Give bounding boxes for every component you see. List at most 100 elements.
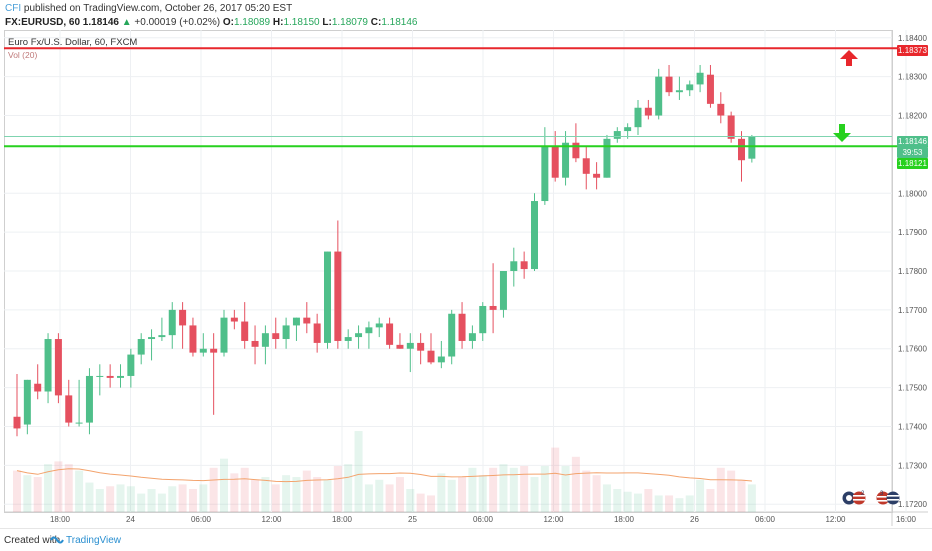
volume-bar bbox=[654, 495, 663, 512]
volume-bar bbox=[416, 493, 425, 512]
volume-indicator-label[interactable]: Vol (20) bbox=[8, 50, 38, 60]
chart-area[interactable]: 1.18400 1.18300 1.18200 1.18000 1.17900 1.178… bbox=[4, 30, 928, 526]
volume-bar bbox=[95, 489, 104, 512]
resistance-price-badge: 1.18373 bbox=[897, 45, 928, 56]
candlestick-chart[interactable]: 1.18400 1.18300 1.18200 1.18000 1.17900 1.178… bbox=[4, 30, 928, 526]
candle-body bbox=[251, 340, 259, 347]
candle-body bbox=[634, 107, 642, 128]
last-price: 1.18146 bbox=[82, 17, 119, 28]
us-flag-icon[interactable]: 3 bbox=[876, 490, 902, 506]
candle-body bbox=[727, 115, 735, 139]
candle-body bbox=[479, 305, 487, 334]
volume-bar bbox=[364, 484, 373, 512]
candle-body bbox=[282, 325, 290, 340]
y-tick-label: 1.17200 bbox=[898, 500, 927, 509]
candle-body bbox=[738, 138, 745, 161]
candle-body bbox=[65, 395, 73, 423]
volume-bar bbox=[520, 466, 529, 512]
volume-bar bbox=[613, 489, 622, 512]
candle-body bbox=[127, 354, 135, 376]
footer: Created with TradingView bbox=[0, 528, 932, 551]
volume-bar bbox=[313, 477, 322, 512]
candle-body bbox=[396, 344, 404, 349]
candle-body bbox=[437, 356, 445, 363]
candle-body bbox=[13, 416, 21, 429]
candle-body bbox=[489, 305, 497, 310]
candle-body bbox=[210, 348, 218, 353]
candle-body bbox=[241, 321, 249, 341]
volume-bar bbox=[44, 464, 53, 512]
tradingview-logo-icon[interactable] bbox=[50, 534, 64, 546]
candle-body bbox=[220, 317, 228, 353]
volume-bar bbox=[302, 470, 311, 512]
y-tick-label: 1.17900 bbox=[898, 228, 927, 237]
volume-bar bbox=[447, 479, 456, 512]
quote-line: FX:EURUSD, 60 1.18146 ▲ +0.00019 (+0.02%… bbox=[5, 17, 417, 28]
high-label: H: bbox=[272, 17, 284, 28]
volume-bar bbox=[499, 464, 508, 512]
candle-body bbox=[624, 127, 632, 132]
volume-bar bbox=[427, 495, 435, 512]
close-label: C: bbox=[370, 17, 382, 28]
open-label: O: bbox=[222, 17, 234, 28]
open-value: 1.18089 bbox=[233, 17, 271, 28]
volume-bar bbox=[188, 489, 197, 512]
change-up-icon: ▲ bbox=[121, 17, 132, 28]
volume-bar bbox=[489, 467, 498, 512]
candle-body bbox=[520, 261, 528, 270]
candle-body bbox=[655, 76, 663, 116]
volume-bar bbox=[478, 475, 487, 512]
volume-bar bbox=[395, 477, 404, 512]
x-tick-label: 25 bbox=[408, 515, 417, 524]
volume-bar bbox=[116, 484, 125, 512]
candle-body bbox=[168, 309, 176, 336]
volume-bar bbox=[137, 493, 146, 512]
symbol-interval: FX:EURUSD, 60 bbox=[5, 17, 81, 28]
candle-body bbox=[303, 317, 311, 324]
candle-body bbox=[365, 327, 373, 334]
candle-body bbox=[334, 251, 342, 341]
volume-bar bbox=[634, 493, 642, 512]
x-tick-label: 12:00 bbox=[825, 515, 846, 524]
candle-body bbox=[23, 379, 31, 425]
volume-bar bbox=[168, 486, 177, 512]
svg-text:2: 2 bbox=[861, 491, 865, 497]
candle-body bbox=[117, 375, 124, 378]
candle-body bbox=[572, 142, 580, 159]
candle-body bbox=[406, 342, 414, 349]
candle-body bbox=[717, 103, 725, 116]
candle-body bbox=[510, 261, 518, 271]
volume-bar bbox=[220, 458, 228, 512]
x-tick-label: 06:00 bbox=[755, 515, 776, 524]
candle-body bbox=[582, 158, 590, 174]
volume-bar bbox=[685, 495, 694, 512]
chart-header: CFI published on TradingView.com, Octobe… bbox=[0, 0, 932, 30]
x-tick-label: 16:00 bbox=[896, 515, 917, 524]
us-flag-icon[interactable]: 2 bbox=[842, 490, 868, 506]
candle-body bbox=[324, 251, 331, 343]
volume-bar bbox=[468, 467, 477, 512]
volume-bar bbox=[333, 466, 342, 512]
tradingview-brand[interactable]: TradingView bbox=[66, 535, 122, 546]
symbol-title[interactable]: Euro Fx/U.S. Dollar, 60, FXCM bbox=[8, 37, 138, 48]
candle-body bbox=[386, 323, 394, 345]
candle-body bbox=[603, 138, 611, 178]
candle-body bbox=[189, 325, 197, 353]
candle-body bbox=[531, 201, 538, 270]
candle-body bbox=[313, 323, 321, 343]
volume-bar bbox=[178, 484, 187, 512]
volume-bar bbox=[644, 489, 653, 512]
volume-bar bbox=[354, 431, 363, 512]
published-text: published on TradingView.com, October 26… bbox=[23, 3, 293, 14]
candle-body bbox=[665, 76, 673, 93]
y-tick-label: 1.18400 bbox=[898, 34, 927, 43]
x-tick-label: 18:00 bbox=[50, 515, 71, 524]
volume-bar bbox=[292, 477, 301, 512]
volume-bar bbox=[509, 467, 518, 512]
y-tick-label: 1.18200 bbox=[898, 112, 927, 121]
author-logo[interactable]: CFI bbox=[5, 3, 22, 14]
y-tick-label: 1.17600 bbox=[898, 345, 927, 354]
volume-bar bbox=[675, 498, 684, 512]
candle-body bbox=[551, 146, 559, 178]
volume-bar bbox=[665, 495, 674, 512]
